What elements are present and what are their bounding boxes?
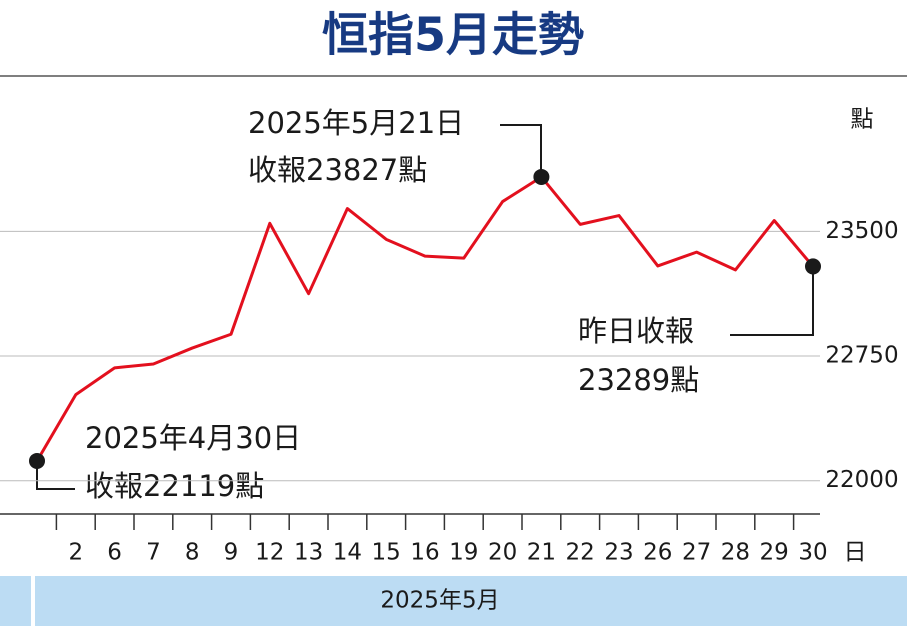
x-tick-label: 13: [294, 540, 323, 566]
x-tick-label: 16: [410, 540, 439, 566]
annotations: 2025年5月21日 收報23827點 昨日收報 23289點 2025年4月3…: [36, 106, 814, 503]
y-tick-label: 23500: [825, 218, 898, 244]
x-tick-label: 30: [798, 540, 827, 566]
x-tick-label: 9: [224, 540, 239, 566]
chart-title: 恒指5月走勢: [322, 8, 584, 62]
annotation: 2025年4月30日: [85, 421, 301, 455]
leader: [500, 124, 542, 176]
annotation: 收報22119點: [85, 469, 264, 503]
month-band: [0, 576, 907, 626]
marker: [805, 258, 821, 275]
x-tick-label: 21: [527, 540, 556, 566]
marker: [533, 168, 550, 185]
x-tick-label: 6: [107, 540, 122, 566]
leader: [36, 465, 75, 490]
band-gap: [31, 576, 35, 626]
month-label: 2025年5月: [380, 588, 499, 614]
y-tick-label: 22750: [825, 343, 898, 369]
x-tick-label: 12: [255, 540, 284, 566]
annotation: 23289點: [578, 363, 699, 397]
x-tick-label: 2: [68, 540, 83, 566]
y-unit: 點: [851, 107, 874, 133]
x-tick-label: 28: [721, 540, 750, 566]
x-tick-label: 23: [604, 540, 633, 566]
x-tick-label: 29: [760, 540, 789, 566]
annotation: 收報23827點: [248, 153, 427, 187]
x-tick-label: 19: [449, 540, 478, 566]
x-tick-label: 26: [643, 540, 672, 566]
y-tick-label: 22000: [825, 467, 898, 493]
x-tick-label: 8: [185, 540, 200, 566]
leader: [730, 267, 814, 336]
x-tick-label: 27: [682, 540, 711, 566]
line: [35, 175, 815, 462]
marker: [29, 452, 45, 469]
annotation: 昨日收報: [578, 314, 694, 348]
x-tick-label: 20: [488, 540, 517, 566]
x-unit: 日: [844, 540, 867, 566]
annotation: 2025年5月21日: [248, 106, 464, 140]
x-tick-label: 15: [372, 540, 401, 566]
x-tick-label: 14: [333, 540, 362, 566]
x-tick-label: 7: [146, 540, 161, 566]
x-tick-label: 22: [566, 540, 595, 566]
